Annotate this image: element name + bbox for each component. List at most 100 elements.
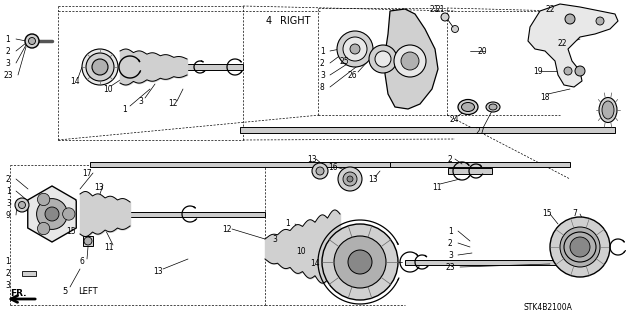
Text: LEFT: LEFT xyxy=(78,286,98,295)
Circle shape xyxy=(570,237,590,257)
Text: 19: 19 xyxy=(533,66,543,76)
Circle shape xyxy=(560,227,600,267)
Text: 2: 2 xyxy=(448,239,452,248)
Text: 8: 8 xyxy=(320,83,324,92)
Polygon shape xyxy=(385,9,438,109)
Circle shape xyxy=(92,59,108,75)
Circle shape xyxy=(15,198,29,212)
Bar xyxy=(390,161,570,167)
Text: 15: 15 xyxy=(66,226,76,235)
Circle shape xyxy=(45,207,59,221)
Text: 3: 3 xyxy=(138,97,143,106)
Text: 3: 3 xyxy=(5,58,10,68)
Text: 13: 13 xyxy=(307,154,317,164)
Text: 3: 3 xyxy=(6,198,11,207)
Text: 12: 12 xyxy=(222,225,232,234)
Text: 21: 21 xyxy=(436,5,445,14)
Text: 2: 2 xyxy=(5,269,10,278)
Text: 13: 13 xyxy=(368,174,378,183)
Text: 27: 27 xyxy=(475,127,484,136)
Ellipse shape xyxy=(602,101,614,119)
Text: 1: 1 xyxy=(5,256,10,265)
Text: 2: 2 xyxy=(5,47,10,56)
Circle shape xyxy=(36,199,67,229)
Text: 2: 2 xyxy=(6,174,11,183)
Text: 3: 3 xyxy=(448,250,453,259)
Circle shape xyxy=(347,176,353,182)
Circle shape xyxy=(316,167,324,175)
Polygon shape xyxy=(28,186,76,242)
Text: 26: 26 xyxy=(348,70,358,79)
Ellipse shape xyxy=(486,102,500,112)
Text: RIGHT: RIGHT xyxy=(280,16,310,26)
Circle shape xyxy=(37,193,50,206)
Text: 1: 1 xyxy=(448,226,452,235)
Text: 22: 22 xyxy=(545,5,554,14)
Circle shape xyxy=(451,26,458,33)
Circle shape xyxy=(322,224,398,300)
Circle shape xyxy=(550,217,610,277)
Circle shape xyxy=(29,38,35,44)
Text: 10: 10 xyxy=(103,85,113,93)
Text: 11: 11 xyxy=(432,182,442,191)
Text: 25: 25 xyxy=(340,56,349,65)
Circle shape xyxy=(394,45,426,77)
Circle shape xyxy=(84,237,92,245)
Text: 24: 24 xyxy=(450,115,460,123)
Text: 13: 13 xyxy=(153,266,163,276)
Text: 14: 14 xyxy=(310,259,319,269)
Text: 15: 15 xyxy=(542,210,552,219)
Text: 1: 1 xyxy=(5,34,10,43)
Text: 21: 21 xyxy=(430,5,440,14)
Circle shape xyxy=(63,208,75,220)
Text: 2: 2 xyxy=(320,58,324,68)
Ellipse shape xyxy=(461,102,474,112)
Text: 4: 4 xyxy=(266,16,272,26)
Text: 3: 3 xyxy=(320,70,325,79)
Text: 9: 9 xyxy=(6,211,11,219)
Text: 2: 2 xyxy=(448,154,452,164)
Circle shape xyxy=(350,44,360,54)
Text: 11: 11 xyxy=(104,242,113,251)
Bar xyxy=(448,168,492,174)
Circle shape xyxy=(369,45,397,73)
Text: 23: 23 xyxy=(3,70,13,79)
Bar xyxy=(90,161,390,167)
Bar xyxy=(240,127,615,133)
Circle shape xyxy=(25,34,39,48)
Circle shape xyxy=(338,167,362,191)
Circle shape xyxy=(343,172,357,186)
Text: 1: 1 xyxy=(285,219,290,228)
Text: 1: 1 xyxy=(122,105,127,114)
Text: 3: 3 xyxy=(272,234,277,243)
Ellipse shape xyxy=(599,98,617,122)
Text: STK4B2100A: STK4B2100A xyxy=(524,302,573,311)
Text: 5: 5 xyxy=(62,286,67,295)
Text: 7: 7 xyxy=(572,210,577,219)
Text: 3: 3 xyxy=(5,280,10,290)
Text: 6: 6 xyxy=(80,256,85,265)
Text: 1: 1 xyxy=(320,47,324,56)
Text: 14: 14 xyxy=(70,77,79,85)
Bar xyxy=(22,271,36,276)
Circle shape xyxy=(37,222,50,235)
Text: 13: 13 xyxy=(94,182,104,191)
Bar xyxy=(83,236,93,246)
Circle shape xyxy=(312,163,328,179)
Text: FR.: FR. xyxy=(10,288,26,298)
Text: 22: 22 xyxy=(558,40,568,48)
Bar xyxy=(405,259,570,264)
Ellipse shape xyxy=(458,100,478,115)
Circle shape xyxy=(86,53,114,81)
Circle shape xyxy=(596,17,604,25)
Bar xyxy=(130,211,265,217)
Text: 20: 20 xyxy=(477,47,486,56)
Text: 16: 16 xyxy=(328,162,338,172)
Circle shape xyxy=(343,37,367,61)
Circle shape xyxy=(441,13,449,21)
Circle shape xyxy=(337,31,373,67)
Polygon shape xyxy=(528,4,618,87)
Text: 12: 12 xyxy=(168,100,177,108)
Text: 10: 10 xyxy=(296,247,306,256)
Circle shape xyxy=(82,49,118,85)
